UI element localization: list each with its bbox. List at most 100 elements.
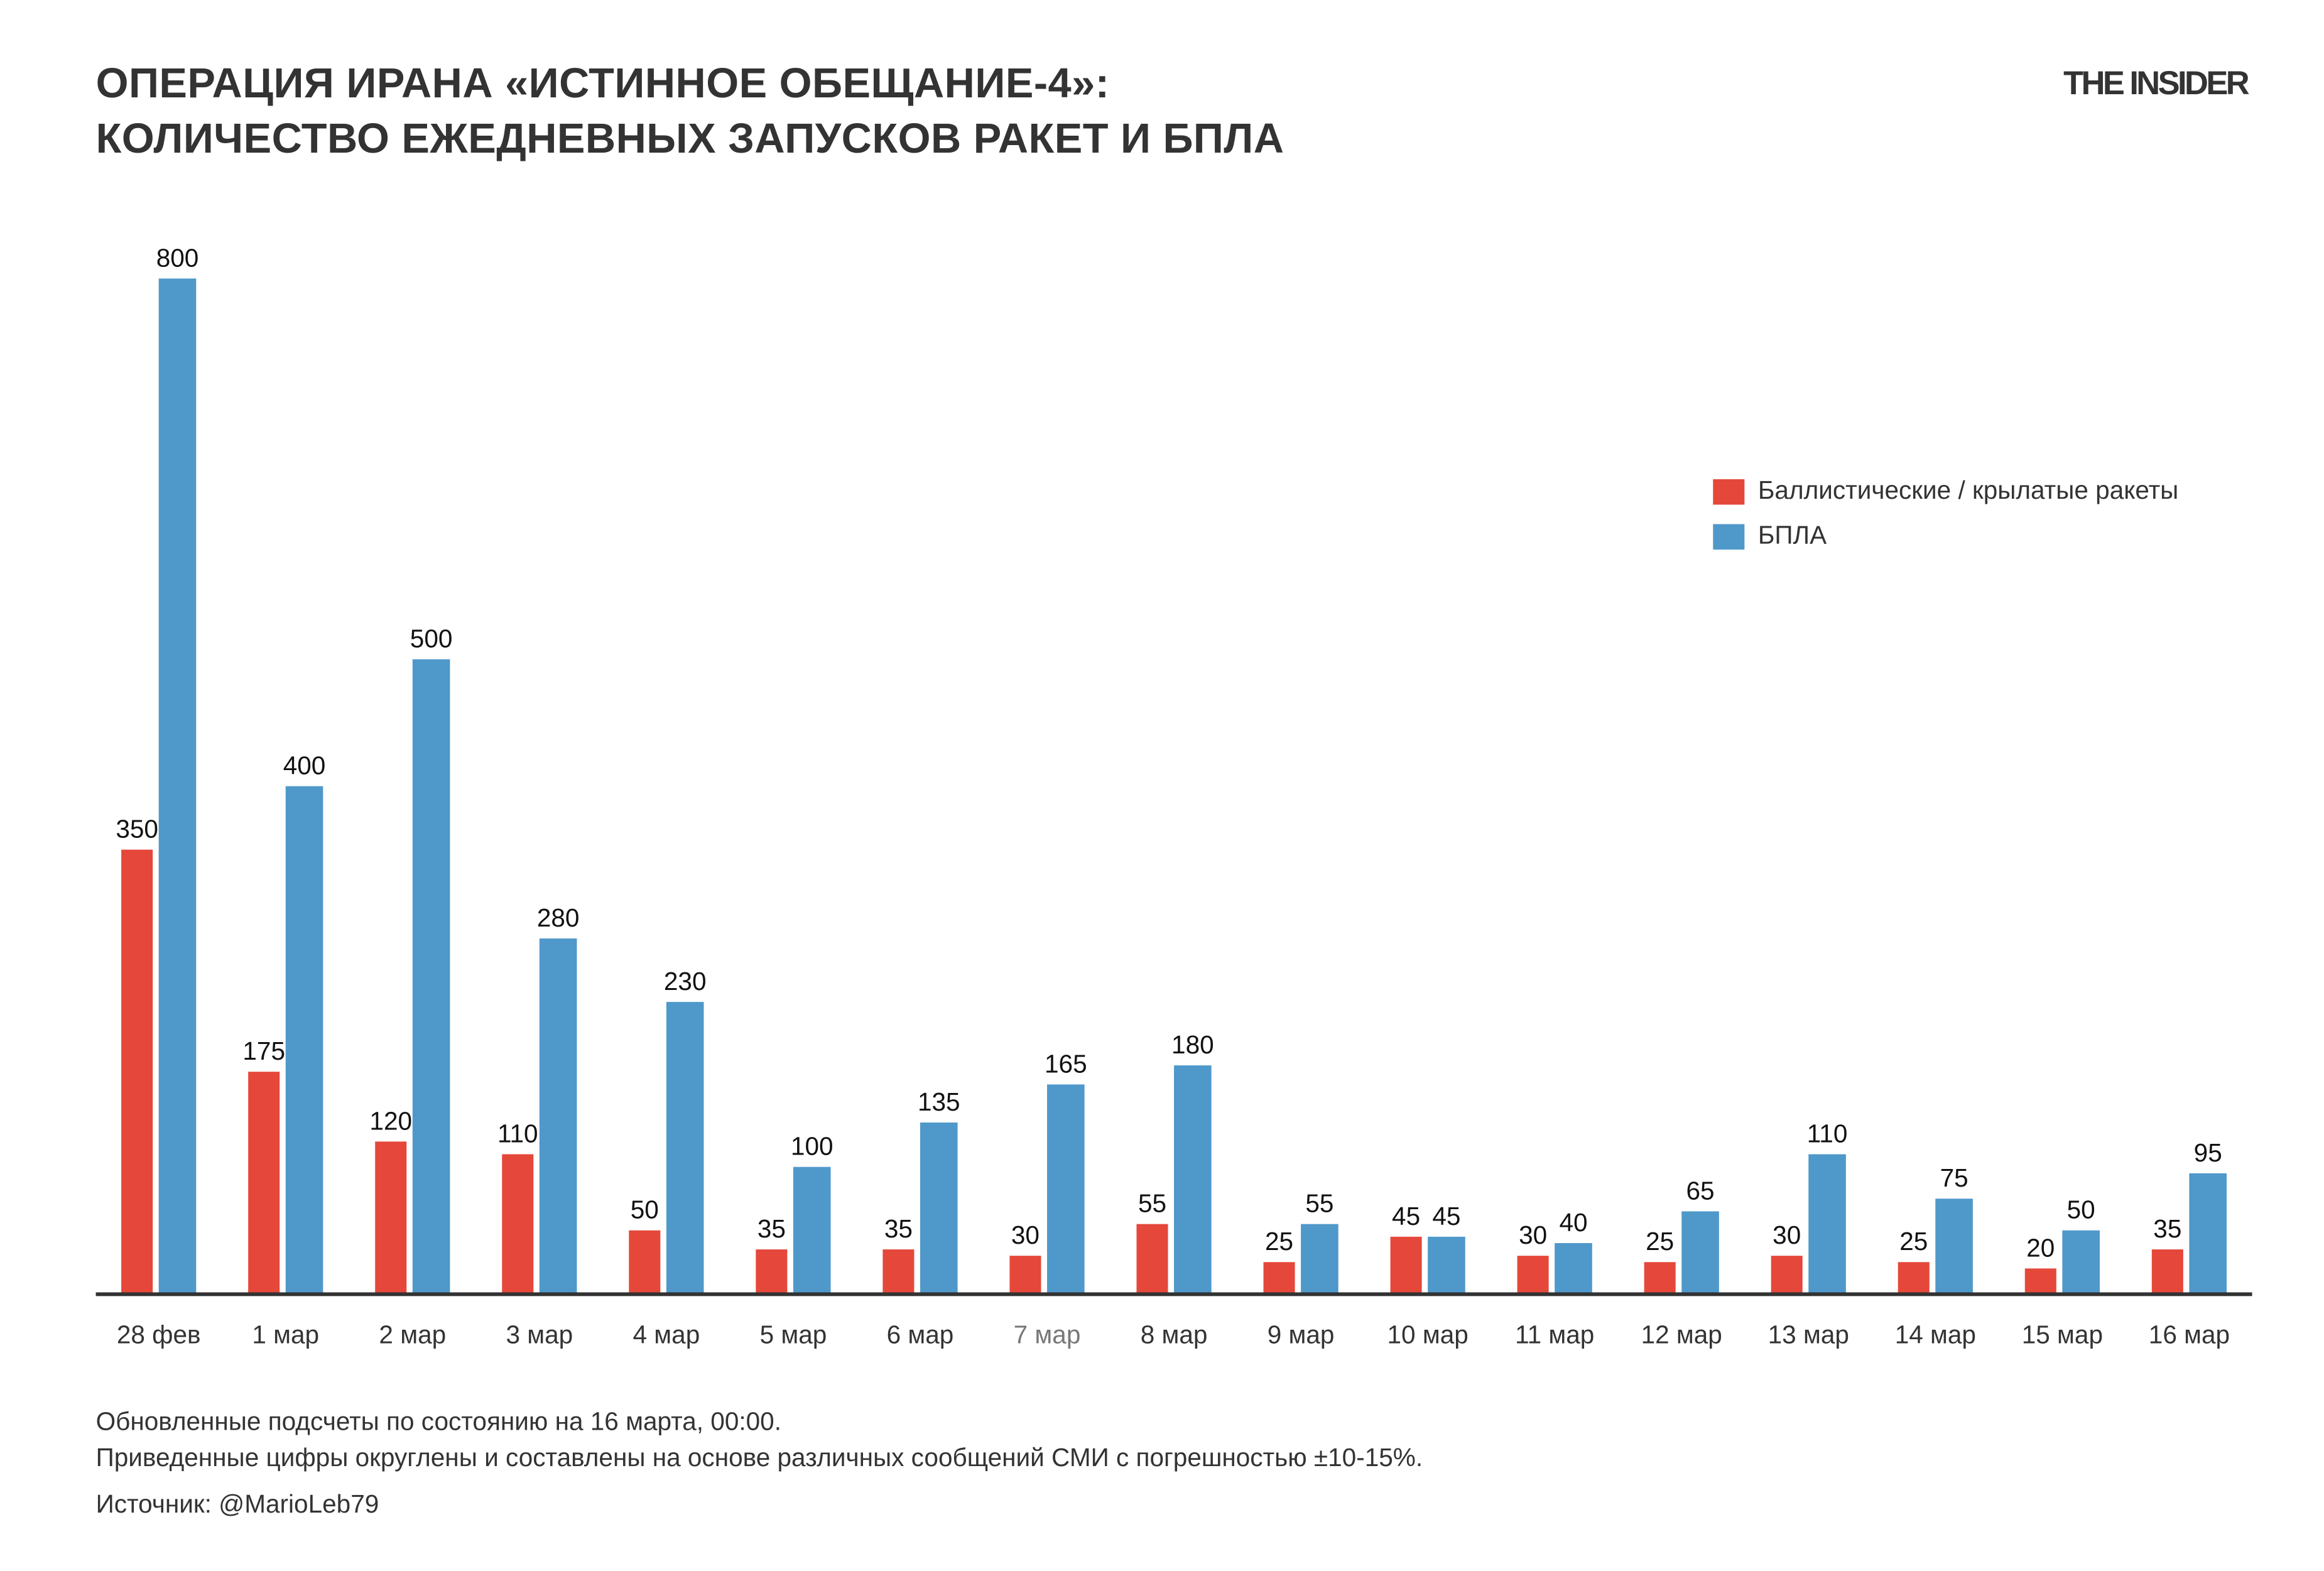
data-label-missiles: 35 bbox=[884, 1214, 913, 1243]
footer-note-accuracy: Приведенные цифры округлены и составлены… bbox=[95, 1443, 1423, 1472]
data-label-missiles: 350 bbox=[116, 815, 158, 844]
bar-drones bbox=[1935, 1199, 1973, 1294]
bar-drones bbox=[1174, 1065, 1212, 1294]
x-tick-label: 5 мар bbox=[760, 1320, 827, 1349]
bar-drones bbox=[1428, 1236, 1465, 1294]
data-label-missiles: 35 bbox=[757, 1214, 786, 1243]
bar-missiles bbox=[1771, 1256, 1803, 1294]
bar-missiles bbox=[1517, 1256, 1549, 1294]
bar-drones bbox=[920, 1123, 958, 1294]
x-tick-label: 16 мар bbox=[2149, 1320, 2230, 1349]
bar-drones bbox=[1808, 1154, 1846, 1294]
x-tick-label: 28 фев bbox=[117, 1320, 201, 1349]
bar-drones bbox=[2062, 1230, 2100, 1294]
x-tick-label: 1 мар bbox=[252, 1320, 319, 1349]
bar-drones bbox=[285, 786, 323, 1294]
bar-missiles bbox=[2151, 1249, 2183, 1294]
the-insider-logo: THE INSIDER bbox=[2063, 64, 2249, 102]
data-label-missiles: 30 bbox=[1773, 1220, 1801, 1249]
bar-missiles bbox=[629, 1230, 661, 1294]
x-tick-label: 13 мар bbox=[1768, 1320, 1849, 1349]
data-label-drones: 75 bbox=[1940, 1163, 1968, 1192]
data-label-drones: 50 bbox=[2067, 1195, 2095, 1224]
bar-drones bbox=[412, 659, 450, 1294]
data-label-missiles: 20 bbox=[2026, 1233, 2055, 1262]
title-line-2: КОЛИЧЕСТВО ЕЖЕДНЕВНЫХ ЗАПУСКОВ РАКЕТ И Б… bbox=[95, 115, 1284, 162]
x-tick-label: 10 мар bbox=[1387, 1320, 1469, 1349]
legend-swatch-missiles bbox=[1713, 478, 1745, 504]
x-tick-label: 9 мар bbox=[1268, 1320, 1335, 1349]
data-label-drones: 230 bbox=[664, 967, 707, 996]
data-label-drones: 40 bbox=[1559, 1208, 1587, 1237]
x-tick-label: 12 мар bbox=[1641, 1320, 1722, 1349]
bar-missiles bbox=[756, 1249, 788, 1294]
x-tick-label: 8 мар bbox=[1141, 1320, 1208, 1349]
bar-missiles bbox=[121, 849, 153, 1294]
x-tick-label: 3 мар bbox=[506, 1320, 573, 1349]
legend-item-drones: БПЛА bbox=[1713, 521, 1827, 552]
bar-drones bbox=[1681, 1211, 1719, 1294]
x-tick-label: 11 мар bbox=[1515, 1320, 1594, 1349]
data-label-drones: 135 bbox=[918, 1087, 960, 1116]
data-label-missiles: 25 bbox=[1265, 1227, 1293, 1256]
data-label-missiles: 25 bbox=[1646, 1227, 1674, 1256]
data-label-drones: 400 bbox=[283, 751, 326, 780]
x-tick-label: 15 мар bbox=[2022, 1320, 2103, 1349]
data-label-drones: 280 bbox=[537, 903, 580, 932]
data-label-missiles: 30 bbox=[1519, 1220, 1547, 1249]
legend-label-missiles: Баллистические / крылатые ракеты bbox=[1757, 476, 2179, 505]
data-label-drones: 100 bbox=[791, 1132, 833, 1161]
footer-note-updated: Обновленные подсчеты по состоянию на 16 … bbox=[95, 1407, 782, 1437]
footer-source: Источник: @MarioLeb79 bbox=[95, 1490, 379, 1519]
x-tick-label: 4 мар bbox=[633, 1320, 700, 1349]
bar-missiles bbox=[882, 1249, 915, 1294]
bar-drones bbox=[539, 938, 577, 1294]
data-label-drones: 180 bbox=[1171, 1030, 1214, 1059]
data-label-missiles: 120 bbox=[369, 1106, 412, 1135]
data-label-missiles: 175 bbox=[242, 1036, 285, 1065]
bar-drones bbox=[1047, 1084, 1085, 1294]
bar-missiles bbox=[1009, 1256, 1041, 1294]
data-label-drones: 55 bbox=[1305, 1189, 1333, 1218]
data-label-missiles: 30 bbox=[1011, 1220, 1040, 1249]
legend-item-missiles: Баллистические / крылатые ракеты bbox=[1713, 476, 2178, 506]
x-axis-line bbox=[95, 1292, 2252, 1296]
x-tick-label: 14 мар bbox=[1895, 1320, 1976, 1349]
bar-missiles bbox=[375, 1141, 407, 1294]
title-line-1: ОПЕРАЦИЯ ИРАНА «ИСТИННОЕ ОБЕЩАНИЕ-4»: bbox=[95, 60, 1110, 107]
bar-missiles bbox=[1898, 1262, 1930, 1294]
bar-drones bbox=[1301, 1224, 1338, 1294]
x-tick-label: 7 мар bbox=[1014, 1320, 1081, 1349]
bar-missiles bbox=[1136, 1224, 1168, 1294]
data-label-missiles: 25 bbox=[1899, 1227, 1928, 1256]
data-label-drones: 95 bbox=[2194, 1138, 2222, 1167]
data-label-drones: 45 bbox=[1432, 1202, 1460, 1231]
data-label-missiles: 110 bbox=[497, 1119, 538, 1148]
bar-drones bbox=[1555, 1242, 1592, 1294]
legend-swatch-drones bbox=[1713, 523, 1745, 549]
bar-missiles bbox=[1263, 1262, 1295, 1294]
bar-drones bbox=[793, 1166, 831, 1294]
data-label-drones: 110 bbox=[1807, 1119, 1848, 1148]
x-tick-label: 6 мар bbox=[887, 1320, 954, 1349]
x-tick-label: 2 мар bbox=[379, 1320, 446, 1349]
data-label-drones: 65 bbox=[1686, 1176, 1714, 1205]
bar-missiles bbox=[502, 1154, 534, 1294]
data-label-missiles: 50 bbox=[631, 1195, 659, 1224]
bar-drones bbox=[2189, 1173, 2227, 1294]
bar-drones bbox=[158, 278, 197, 1294]
bar-missiles bbox=[2024, 1268, 2056, 1294]
data-label-drones: 800 bbox=[156, 243, 199, 272]
data-label-missiles: 35 bbox=[2153, 1214, 2181, 1243]
data-label-drones: 165 bbox=[1045, 1049, 1087, 1078]
bar-drones bbox=[666, 1002, 704, 1294]
data-label-drones: 500 bbox=[410, 624, 453, 653]
bar-missiles bbox=[1390, 1236, 1422, 1294]
data-label-missiles: 55 bbox=[1138, 1189, 1166, 1218]
bar-missiles bbox=[1644, 1262, 1676, 1294]
data-label-missiles: 45 bbox=[1392, 1202, 1420, 1231]
legend-label-drones: БПЛА bbox=[1757, 521, 1827, 550]
bar-missiles bbox=[248, 1072, 280, 1294]
